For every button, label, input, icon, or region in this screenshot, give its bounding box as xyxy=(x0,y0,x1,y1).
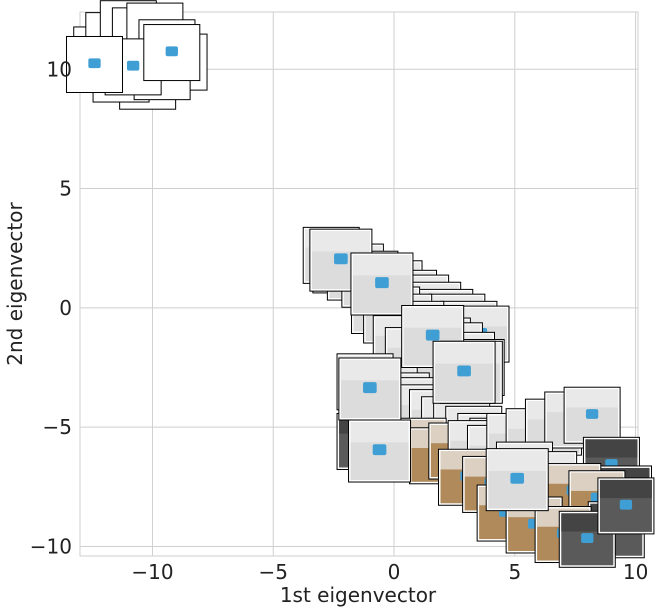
image-point xyxy=(338,357,402,421)
thumb-object xyxy=(375,277,389,289)
thumb-shade xyxy=(403,307,462,328)
thumb-object xyxy=(363,382,377,394)
image-point xyxy=(597,477,655,535)
thumb-object xyxy=(165,46,178,57)
thumb-object xyxy=(126,60,140,71)
thumb-shade xyxy=(352,255,411,276)
thumb-object xyxy=(619,499,633,510)
thumb-shade xyxy=(350,422,409,443)
image-point xyxy=(348,419,412,483)
thumb-shade xyxy=(311,231,370,252)
y-tick-label: −5 xyxy=(43,415,72,439)
thumb-object xyxy=(585,409,599,419)
image-point xyxy=(143,24,201,82)
thumb-object xyxy=(334,253,348,265)
x-axis-label: 1st eigenvector xyxy=(280,583,437,607)
y-tick-labels: 10 5 0 −5 −10 xyxy=(30,57,72,558)
x-tick-label: −10 xyxy=(131,560,173,584)
thumb-shade xyxy=(340,359,399,381)
thumb-shade xyxy=(566,389,619,408)
thumb-object xyxy=(88,58,101,69)
thumb-object xyxy=(581,533,594,543)
thumb-shade xyxy=(585,439,638,458)
x-tick-label: 10 xyxy=(623,560,648,584)
thumb-object xyxy=(457,365,471,377)
image-markers xyxy=(65,0,655,568)
plot-frame xyxy=(79,11,639,557)
image-point xyxy=(563,386,621,444)
x-tick-label: 0 xyxy=(388,560,401,584)
thumb-object xyxy=(372,444,387,456)
thumb-shade xyxy=(599,479,652,499)
image-point xyxy=(350,252,414,316)
x-tick-label: 5 xyxy=(508,560,521,584)
thumb-shade xyxy=(488,450,547,471)
image-point xyxy=(401,304,465,368)
y-tick-label: −10 xyxy=(30,534,72,558)
thumb-object xyxy=(425,329,440,341)
image-point xyxy=(65,35,123,93)
thumb-object xyxy=(510,472,525,484)
thumb-shade xyxy=(435,343,494,364)
x-tick-labels: −10 −5 0 5 10 xyxy=(131,560,648,584)
y-tick-label: 0 xyxy=(59,296,72,320)
plot-border xyxy=(79,11,639,557)
image-point xyxy=(485,448,549,512)
x-tick-label: −5 xyxy=(259,560,288,584)
image-point xyxy=(432,340,496,404)
y-axis-label: 2nd eigenvector xyxy=(3,202,27,366)
y-tick-label: 5 xyxy=(59,177,72,201)
y-tick-label: 10 xyxy=(47,57,72,81)
